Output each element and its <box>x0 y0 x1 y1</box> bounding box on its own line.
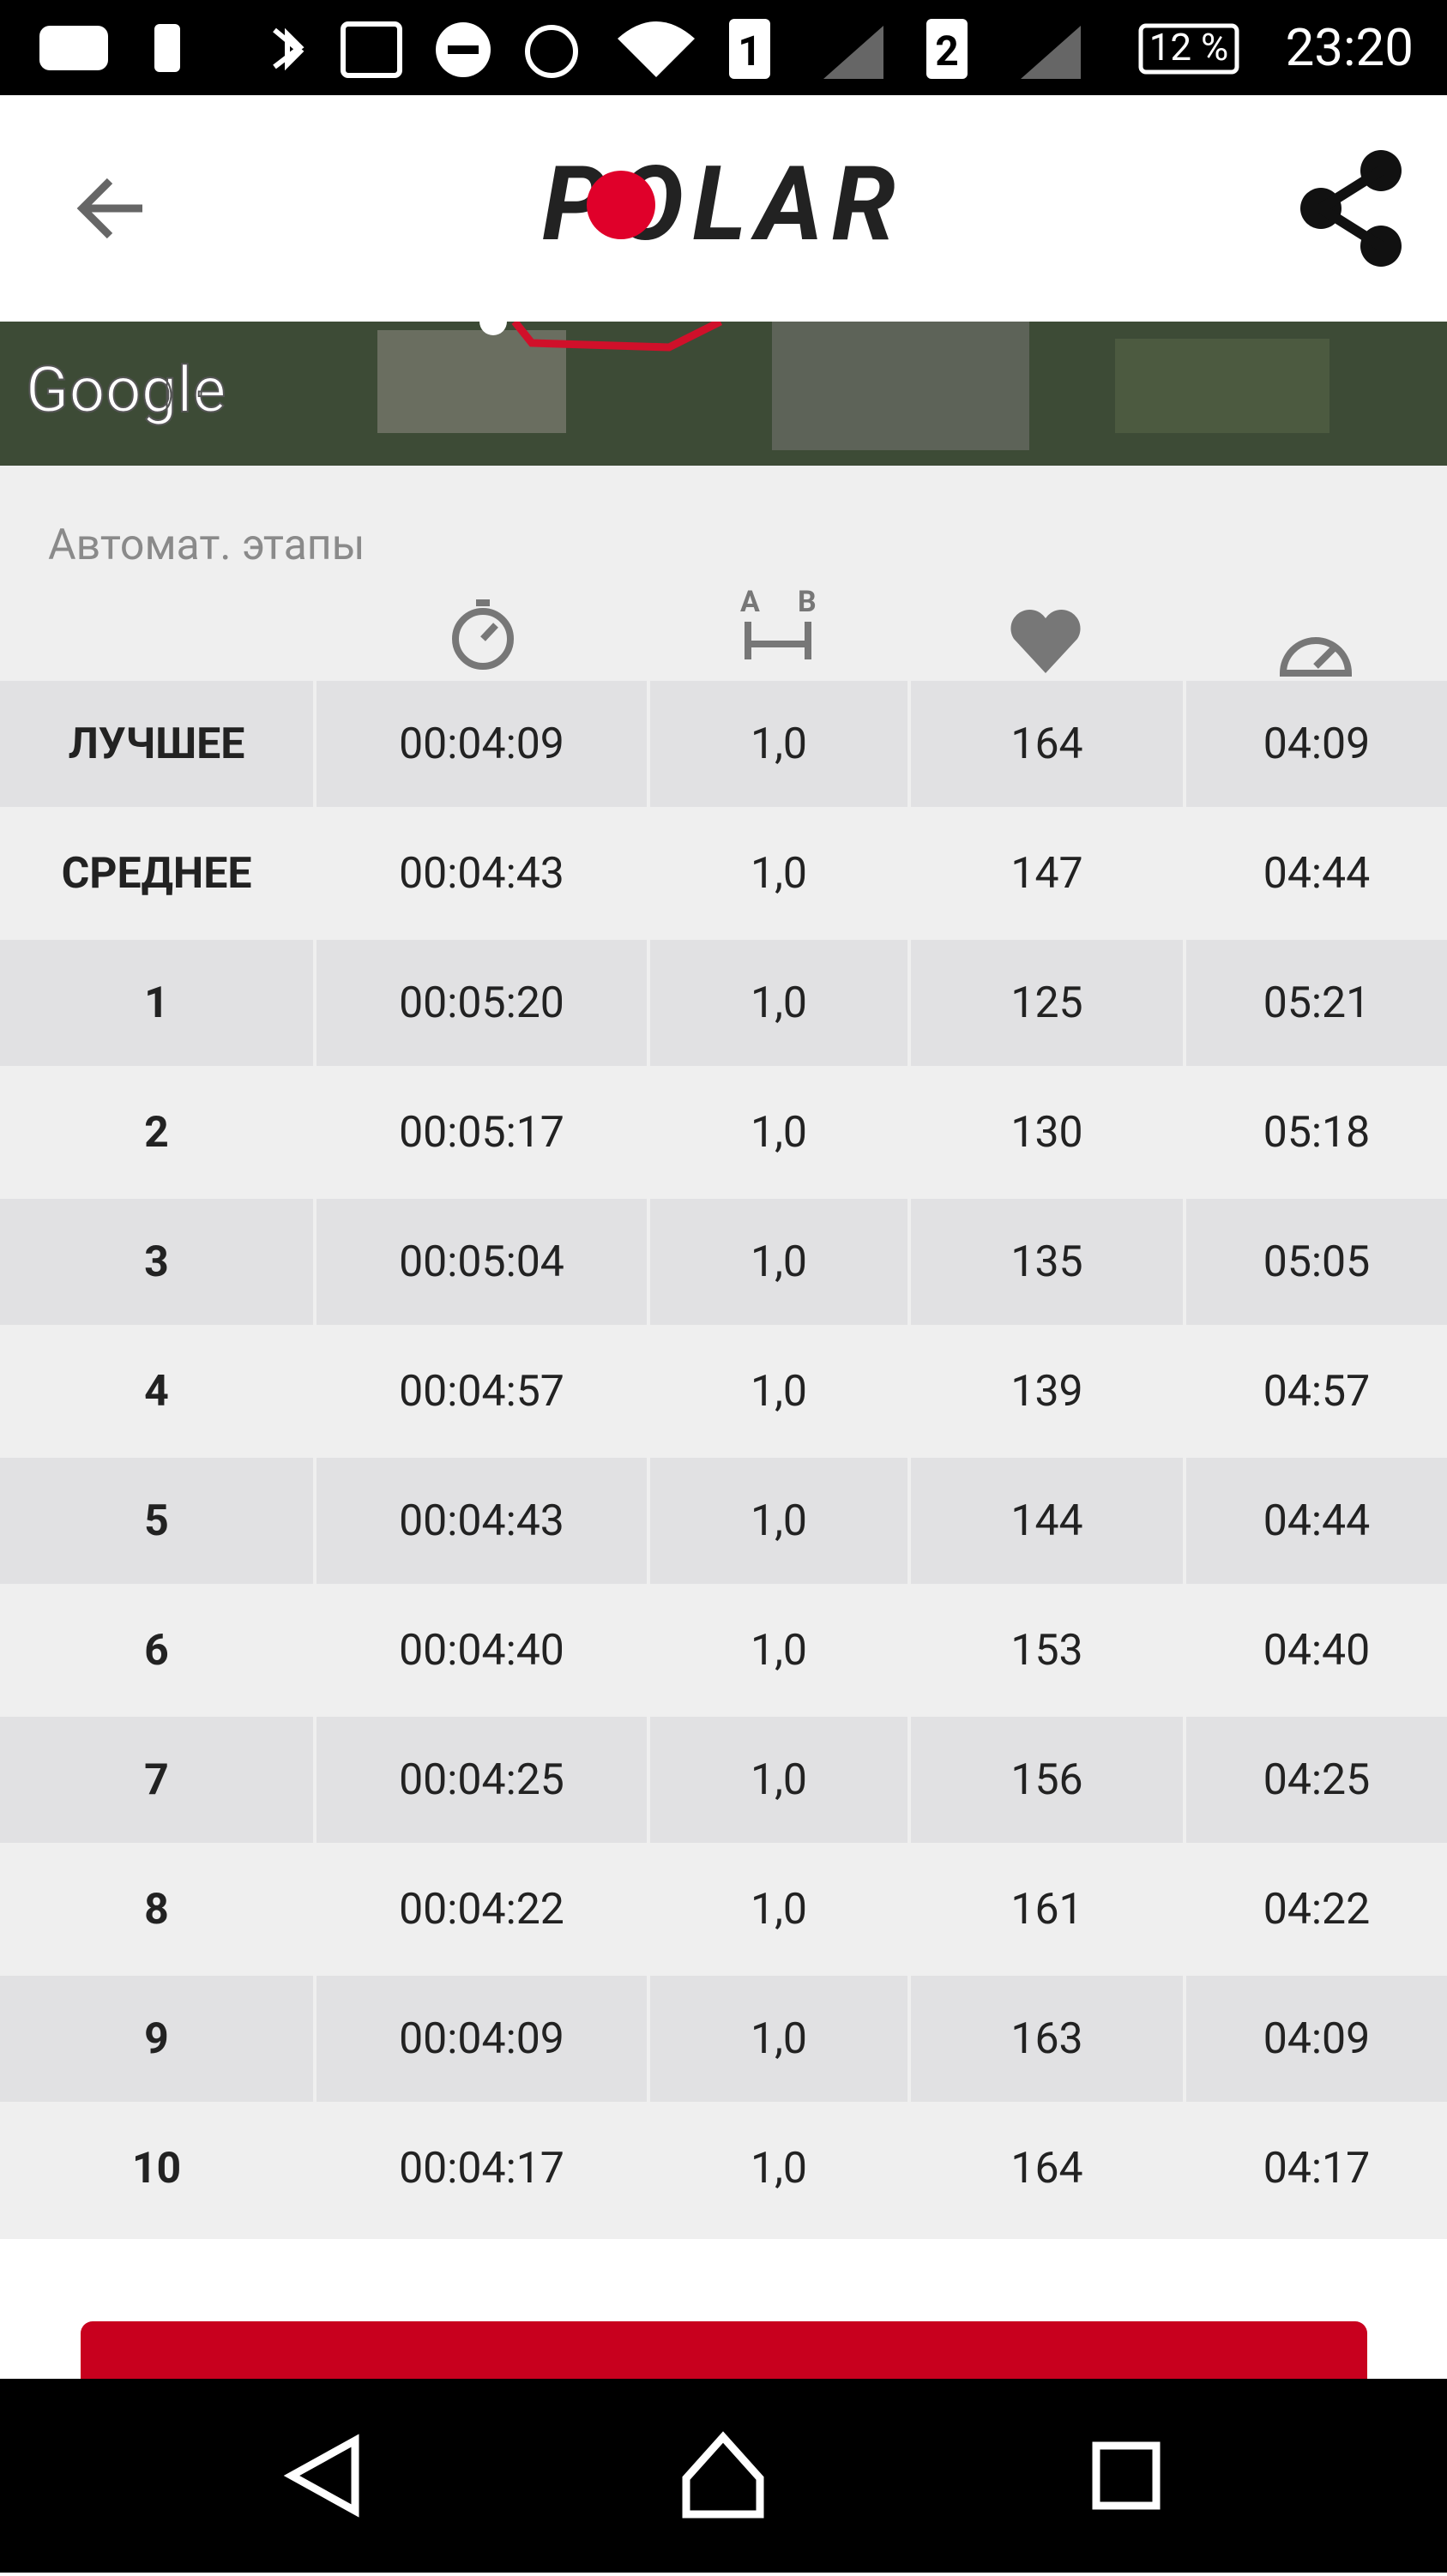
nav-recents[interactable] <box>1092 2441 1161 2510</box>
lap-value: 1,0 <box>650 1199 907 1325</box>
lap-label: 4 <box>0 1328 313 1454</box>
table-row: 9 00:04:09 1,0 163 04:09 <box>0 1976 1447 2105</box>
app-bar: POLAR <box>0 95 1447 322</box>
lap-value: 1,0 <box>650 1587 907 1713</box>
table-row: 2 00:05:17 1,0 130 05:18 <box>0 1069 1447 1199</box>
lap-value: 00:05:04 <box>317 1199 647 1325</box>
table-row: 8 00:04:22 1,0 161 04:22 <box>0 1846 1447 1976</box>
lap-label: 9 <box>0 1976 313 2102</box>
nav-back[interactable] <box>283 2434 359 2518</box>
lap-value: 05:05 <box>1186 1199 1447 1325</box>
lap-value: 04:57 <box>1186 1328 1447 1454</box>
lap-value: 00:04:43 <box>317 810 647 936</box>
lap-value: 1,0 <box>650 1976 907 2102</box>
svg-text:B: B <box>798 585 817 619</box>
lap-value: 04:09 <box>1186 681 1447 807</box>
sim2: 2 <box>935 27 959 75</box>
clock: 23:20 <box>1286 17 1414 78</box>
share-button[interactable] <box>1300 150 1402 267</box>
lap-label: 10 <box>0 2105 313 2231</box>
lap-value: 1,0 <box>650 940 907 1066</box>
table-row: ЛУЧШЕЕ 00:04:09 1,0 164 04:09 <box>0 681 1447 810</box>
status-bar: 12 % 1 2 23:20 <box>0 0 1447 95</box>
lap-value: 1,0 <box>650 1328 907 1454</box>
lap-value: 1,0 <box>650 810 907 936</box>
lap-value: 135 <box>911 1199 1183 1325</box>
lap-value: 144 <box>911 1458 1183 1584</box>
lap-label: СРЕДНЕЕ <box>0 810 313 936</box>
lap-value: 00:04:22 <box>317 1846 647 1972</box>
table-row: 3 00:05:04 1,0 135 05:05 <box>0 1199 1447 1328</box>
lap-label: 7 <box>0 1717 313 1843</box>
lap-value: 00:04:25 <box>317 1717 647 1843</box>
table-row: 5 00:04:43 1,0 144 04:44 <box>0 1458 1447 1587</box>
table-row: 6 00:04:40 1,0 153 04:40 <box>0 1587 1447 1717</box>
lap-value: 05:18 <box>1186 1069 1447 1195</box>
lap-value: 130 <box>911 1069 1183 1195</box>
lap-value: 04:17 <box>1186 2105 1447 2231</box>
lap-value: 147 <box>911 810 1183 936</box>
svg-text:A: A <box>740 585 760 619</box>
table-row: 7 00:04:25 1,0 156 04:25 <box>0 1717 1447 1846</box>
lap-value: 1,0 <box>650 1846 907 1972</box>
nav-home[interactable] <box>682 2431 764 2519</box>
map[interactable]: Google <box>0 322 1447 466</box>
lap-label: ЛУЧШЕЕ <box>0 681 313 807</box>
lap-value: 04:22 <box>1186 1846 1447 1972</box>
lap-value: 00:04:17 <box>317 2105 647 2231</box>
lap-value: 125 <box>911 940 1183 1066</box>
lap-value: 04:44 <box>1186 1458 1447 1584</box>
lap-value: 1,0 <box>650 1717 907 1843</box>
status-icons: 12 % 1 2 23:20 <box>39 17 1414 79</box>
back-button[interactable] <box>76 178 142 239</box>
lap-value: 1,0 <box>650 681 907 807</box>
lap-value: 1,0 <box>650 1069 907 1195</box>
app-bar-icons: POLAR <box>76 145 1402 267</box>
lap-label: 8 <box>0 1846 313 1972</box>
lap-value: 161 <box>911 1846 1183 1972</box>
sim1: 1 <box>738 27 762 75</box>
lap-value: 04:44 <box>1186 810 1447 936</box>
lap-value: 156 <box>911 1717 1183 1843</box>
table-row: 4 00:04:57 1,0 139 04:57 <box>0 1328 1447 1458</box>
laps-table: ЛУЧШЕЕ 00:04:09 1,0 164 04:09 СРЕДНЕЕ 00:04:43… <box>0 681 1447 2235</box>
lap-value: 04:09 <box>1186 1976 1447 2102</box>
lap-value: 00:04:57 <box>317 1328 647 1454</box>
lap-value: 139 <box>911 1328 1183 1454</box>
action-button[interactable] <box>81 2321 1367 2390</box>
lap-value: 00:04:43 <box>317 1458 647 1584</box>
battery: 12 % <box>1149 25 1229 69</box>
lap-value: 00:04:09 <box>317 1976 647 2102</box>
nav-icons <box>283 2431 1161 2519</box>
lap-value: 05:21 <box>1186 940 1447 1066</box>
table-row: СРЕДНЕЕ 00:04:43 1,0 147 04:44 <box>0 810 1447 940</box>
lap-value: 00:05:17 <box>317 1069 647 1195</box>
lap-label: 3 <box>0 1199 313 1325</box>
lap-value: 00:04:09 <box>317 681 647 807</box>
map-image: Google <box>0 322 1447 466</box>
table-row: 1 00:05:20 1,0 125 05:21 <box>0 940 1447 1069</box>
lap-value: 04:25 <box>1186 1717 1447 1843</box>
section-title: Автомат. этапы <box>48 521 365 570</box>
lap-label: 2 <box>0 1069 313 1195</box>
lap-value: 00:05:20 <box>317 940 647 1066</box>
lap-value: 164 <box>911 681 1183 807</box>
nav-bar <box>0 2379 1447 2573</box>
lap-label: 6 <box>0 1587 313 1713</box>
lap-value: 163 <box>911 1976 1183 2102</box>
table-row: 10 00:04:17 1,0 164 04:17 <box>0 2105 1447 2235</box>
lap-value: 164 <box>911 2105 1183 2231</box>
lap-value: 1,0 <box>650 1458 907 1584</box>
lap-value: 04:40 <box>1186 1587 1447 1713</box>
lap-value: 1,0 <box>650 2105 907 2231</box>
lap-value: 153 <box>911 1587 1183 1713</box>
map-attribution: Google <box>26 353 226 428</box>
lap-value: 00:04:40 <box>317 1587 647 1713</box>
lap-label: 1 <box>0 940 313 1066</box>
lap-label: 5 <box>0 1458 313 1584</box>
